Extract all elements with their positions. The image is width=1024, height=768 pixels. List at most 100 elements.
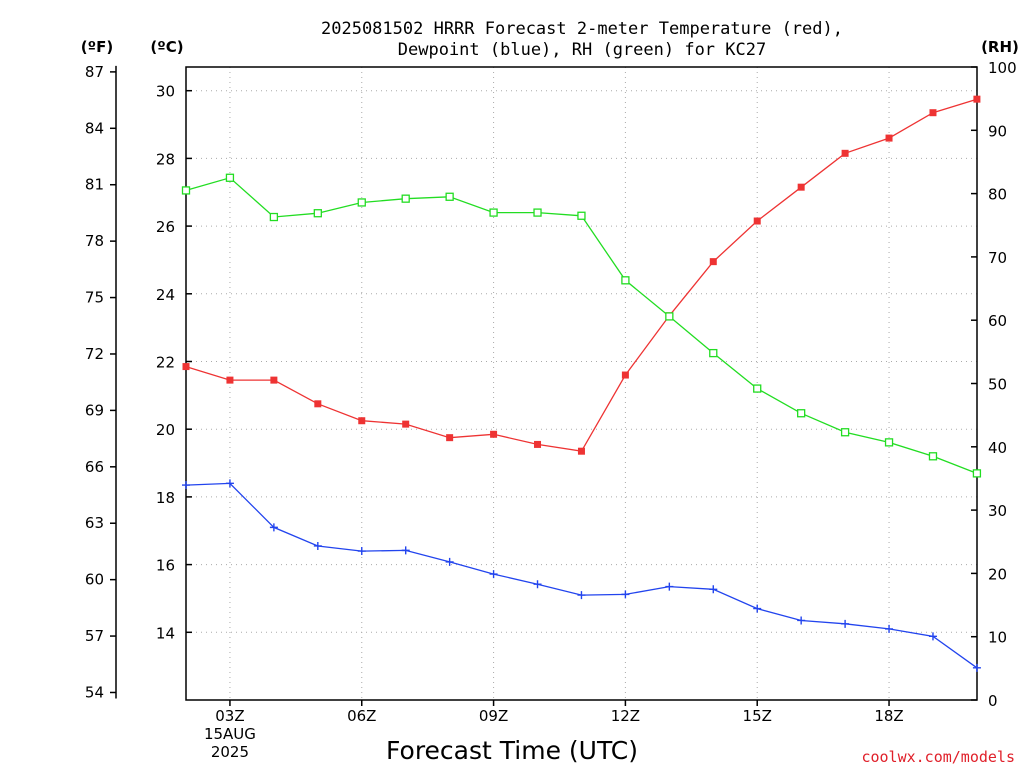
time-tick-label: 12Z xyxy=(611,707,640,725)
grid-lines xyxy=(186,67,977,700)
dewpoint-point xyxy=(577,591,586,600)
celsius-tick-label: 22 xyxy=(156,353,175,371)
celsius-axis: 14 16 18 20 22 24 26 28 30 xyxy=(156,83,192,642)
fahrenheit-tick-label: 78 xyxy=(85,232,104,250)
rh-point xyxy=(445,192,454,201)
temperature-point xyxy=(577,447,585,455)
dewpoint-series-line xyxy=(185,482,978,669)
rh-point xyxy=(709,348,718,358)
rh-point xyxy=(884,438,894,447)
temperature-point xyxy=(534,440,542,448)
temperature-point xyxy=(929,109,937,117)
fahrenheit-tick-label: 63 xyxy=(85,514,104,532)
fahrenheit-axis: 54 57 60 63 66 69 72 75 78 81 84 87 xyxy=(85,63,117,701)
rh-axis: 0 10 20 30 40 50 60 70 80 90 100 xyxy=(971,59,1017,710)
dewpoint-point xyxy=(445,557,454,566)
rh-tick-label: 100 xyxy=(988,59,1017,77)
temperature-point xyxy=(973,95,981,103)
temperature-series-line xyxy=(185,98,978,452)
rh-tick-label: 40 xyxy=(988,439,1007,457)
dewpoint-point xyxy=(665,582,674,591)
celsius-tick-label: 16 xyxy=(156,557,175,575)
celsius-unit-label: (ºC) xyxy=(150,38,183,56)
celsius-tick-label: 24 xyxy=(156,286,175,304)
temperature-point xyxy=(358,417,366,425)
dewpoint-point xyxy=(357,547,366,556)
dewpoint-point xyxy=(885,624,894,633)
fahrenheit-tick-label: 57 xyxy=(85,627,104,645)
rh-point xyxy=(665,312,674,321)
rh-point xyxy=(753,384,762,393)
rh-point xyxy=(621,276,630,285)
rh-tick-label: 90 xyxy=(988,122,1007,140)
plot-frame xyxy=(185,66,978,701)
rh-point xyxy=(797,409,806,418)
time-tick-label: 15AUG xyxy=(204,725,256,743)
rh-point xyxy=(401,194,410,203)
temperature-point xyxy=(709,258,717,266)
dewpoint-point xyxy=(401,546,410,555)
dewpoint-point xyxy=(797,616,806,625)
x-axis-label: Forecast Time (UTC) xyxy=(386,736,638,765)
rh-point xyxy=(533,208,542,217)
rh-point xyxy=(357,198,366,207)
fahrenheit-tick-label: 84 xyxy=(85,119,104,137)
dewpoint-point xyxy=(621,590,630,599)
celsius-tick-label: 14 xyxy=(156,624,175,642)
rh-point xyxy=(313,209,322,218)
dewpoint-point xyxy=(225,479,234,488)
rh-tick-label: 0 xyxy=(988,692,998,710)
time-tick-label: 2025 xyxy=(211,743,249,761)
chart-title-line-2: Dewpoint (blue), RH (green) for KC27 xyxy=(398,40,766,60)
fahrenheit-tick-label: 81 xyxy=(85,176,104,194)
chart-title-line-1: 2025081502 HRRR Forecast 2-meter Tempera… xyxy=(321,19,843,39)
time-tick-label: 06Z xyxy=(347,707,376,725)
rh-point xyxy=(225,173,235,182)
dewpoint-point xyxy=(841,619,850,628)
dewpoint-point xyxy=(533,580,542,589)
temperature-point xyxy=(270,376,278,384)
fahrenheit-tick-label: 60 xyxy=(85,571,104,589)
temperature-point xyxy=(226,376,234,384)
rh-tick-label: 20 xyxy=(988,565,1007,583)
temperature-point xyxy=(314,400,322,408)
celsius-tick-label: 20 xyxy=(156,421,175,439)
temperature-point xyxy=(402,420,410,428)
temperature-point xyxy=(182,363,190,371)
fahrenheit-tick-label: 87 xyxy=(85,63,104,81)
temperature-point xyxy=(797,183,805,191)
rh-tick-label: 70 xyxy=(988,249,1007,267)
time-tick-label: 18Z xyxy=(874,707,903,725)
rh-point xyxy=(181,186,191,195)
rh-point xyxy=(840,428,850,437)
dewpoint-point xyxy=(928,632,937,641)
rh-tick-label: 80 xyxy=(988,186,1007,204)
rh-tick-label: 60 xyxy=(988,312,1007,330)
dewpoint-point xyxy=(489,570,498,579)
dewpoint-point xyxy=(269,523,278,532)
time-tick-label: 03Z xyxy=(215,707,244,725)
temperature-point xyxy=(753,217,761,225)
fahrenheit-tick-label: 72 xyxy=(85,345,104,363)
rh-tick-label: 10 xyxy=(988,629,1007,647)
dewpoint-point xyxy=(972,663,981,672)
fahrenheit-tick-label: 54 xyxy=(85,683,104,701)
temperature-point xyxy=(885,134,893,142)
fahrenheit-unit-label: (ºF) xyxy=(81,38,113,56)
rh-tick-label: 30 xyxy=(988,502,1007,520)
series-layer xyxy=(181,95,982,672)
dewpoint-point xyxy=(709,585,718,594)
temperature-point xyxy=(446,434,454,442)
dewpoint-point xyxy=(753,604,762,613)
rh-point xyxy=(489,208,498,217)
rh-point xyxy=(269,212,279,222)
time-tick-label: 15Z xyxy=(743,707,772,725)
dewpoint-point xyxy=(313,541,322,550)
fahrenheit-tick-label: 69 xyxy=(85,401,104,419)
fahrenheit-tick-label: 66 xyxy=(85,458,104,476)
rh-tick-label: 50 xyxy=(988,376,1007,394)
celsius-tick-label: 28 xyxy=(156,150,175,168)
celsius-tick-label: 18 xyxy=(156,489,175,507)
